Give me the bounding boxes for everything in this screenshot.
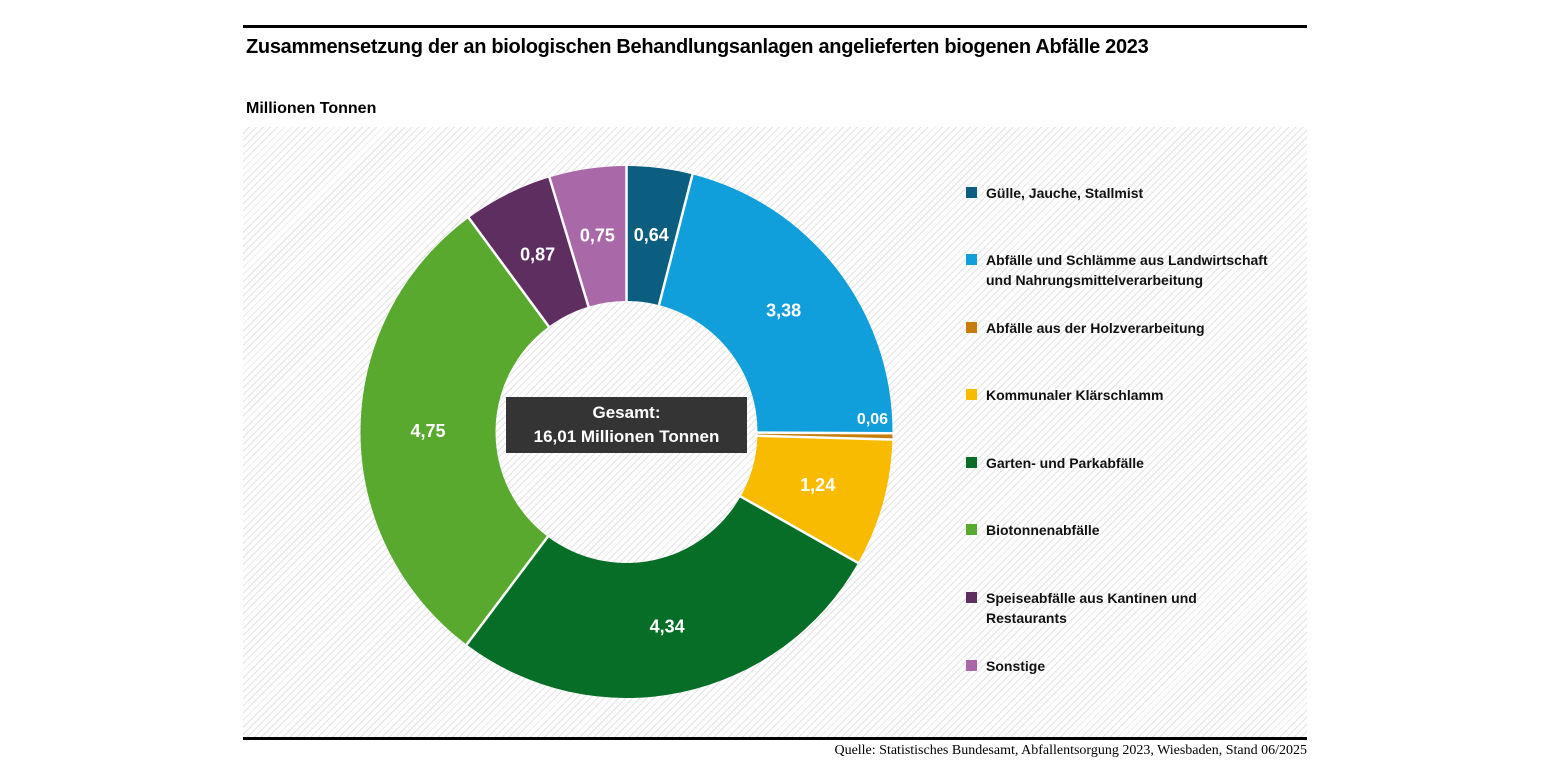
legend-label: Kommunaler Klärschlamm bbox=[986, 387, 1164, 403]
legend-item-1: Gülle, Jauche, Stallmist bbox=[966, 183, 1143, 203]
legend-item-6: Biotonnenabfälle bbox=[966, 520, 1100, 540]
legend-swatch-icon bbox=[966, 389, 977, 400]
legend-swatch-icon bbox=[966, 457, 977, 468]
total-callout-line1: Gesamt: bbox=[592, 403, 661, 422]
legend-label: Biotonnenabfälle bbox=[986, 522, 1100, 538]
legend-item-5: Garten- und Parkabfälle bbox=[966, 453, 1144, 473]
total-callout-line2: 16,01 Millionen Tonnen bbox=[533, 427, 720, 446]
unit-label: Millionen Tonnen bbox=[246, 100, 377, 117]
segment-value-label: 1,24 bbox=[800, 475, 835, 495]
legend-swatch-icon bbox=[966, 322, 977, 333]
chart-legend: Gülle, Jauche, Stallmist Abfälle und Schl… bbox=[966, 127, 1301, 737]
legend-label: Speiseabfälle aus Kantinen und Restaurant… bbox=[986, 590, 1197, 626]
segment-value-label: 3,38 bbox=[766, 301, 801, 321]
segment-separator bbox=[657, 173, 694, 307]
segment-separator bbox=[756, 434, 894, 441]
legend-swatch-icon bbox=[966, 592, 977, 603]
legend-label: Garten- und Parkabfälle bbox=[986, 455, 1144, 471]
legend-label: Gülle, Jauche, Stallmist bbox=[986, 185, 1144, 201]
segment-value-label: 0,64 bbox=[634, 225, 669, 245]
legend-label: Abfälle aus der Holzverarbeitung bbox=[986, 320, 1205, 336]
chart-figure: Zusammensetzung der an biologischen Beha… bbox=[243, 0, 1307, 775]
legend-item-8: Sonstige bbox=[966, 656, 1045, 676]
segment-separator bbox=[465, 535, 550, 647]
segment-value-label: 4,34 bbox=[650, 616, 685, 636]
donut-segment-4 bbox=[740, 435, 893, 563]
segment-value-label: 4,75 bbox=[410, 421, 445, 441]
top-rule bbox=[243, 25, 1307, 28]
legend-swatch-icon bbox=[966, 660, 977, 671]
legend-label: Sonstige bbox=[986, 658, 1046, 674]
donut-segment-8 bbox=[549, 166, 627, 307]
source-note: Quelle: Statistisches Bundesamt, Abfalle… bbox=[834, 743, 1307, 758]
legend-swatch-icon bbox=[966, 524, 977, 535]
segment-value-label: 0,06 bbox=[857, 411, 888, 428]
legend-swatch-icon bbox=[966, 187, 977, 198]
donut-segment-5 bbox=[466, 496, 859, 699]
segment-value-label: 0,75 bbox=[580, 226, 615, 246]
donut-segment-7 bbox=[468, 177, 589, 327]
legend-label: Abfälle und Schlämme aus Landwirtschaft u… bbox=[986, 252, 1268, 288]
segment-separator bbox=[739, 494, 860, 565]
legend-item-3: Abfälle aus der Holzverarbeitung bbox=[966, 318, 1205, 338]
segment-value-label: 0,87 bbox=[520, 245, 555, 265]
plot-area: 0,64 3,38 0,06 1,24 4,34 4,75 0,87 0,75 Gesamt:… bbox=[243, 127, 1307, 737]
segment-separator bbox=[756, 431, 894, 435]
donut-segment-1 bbox=[626, 166, 693, 306]
legend-item-2: Abfälle und Schlämme aus Landwirtschaft u… bbox=[966, 250, 1268, 290]
segment-separator bbox=[467, 216, 551, 329]
segment-separator bbox=[547, 176, 591, 308]
chart-title: Zusammensetzung der an biologischen Beha… bbox=[246, 36, 1149, 58]
legend-item-4: Kommunaler Klärschlamm bbox=[966, 385, 1163, 405]
legend-swatch-icon bbox=[966, 254, 977, 265]
total-callout: Gesamt: 16,01 Millionen Tonnen bbox=[506, 397, 747, 453]
legend-item-7: Speiseabfälle aus Kantinen und Restaurant… bbox=[966, 588, 1197, 628]
donut-chart: 0,64 3,38 0,06 1,24 4,34 4,75 0,87 0,75 bbox=[360, 165, 894, 699]
donut-segment-2 bbox=[659, 174, 893, 434]
bottom-rule bbox=[243, 737, 1307, 740]
donut-segment-6 bbox=[360, 217, 549, 645]
